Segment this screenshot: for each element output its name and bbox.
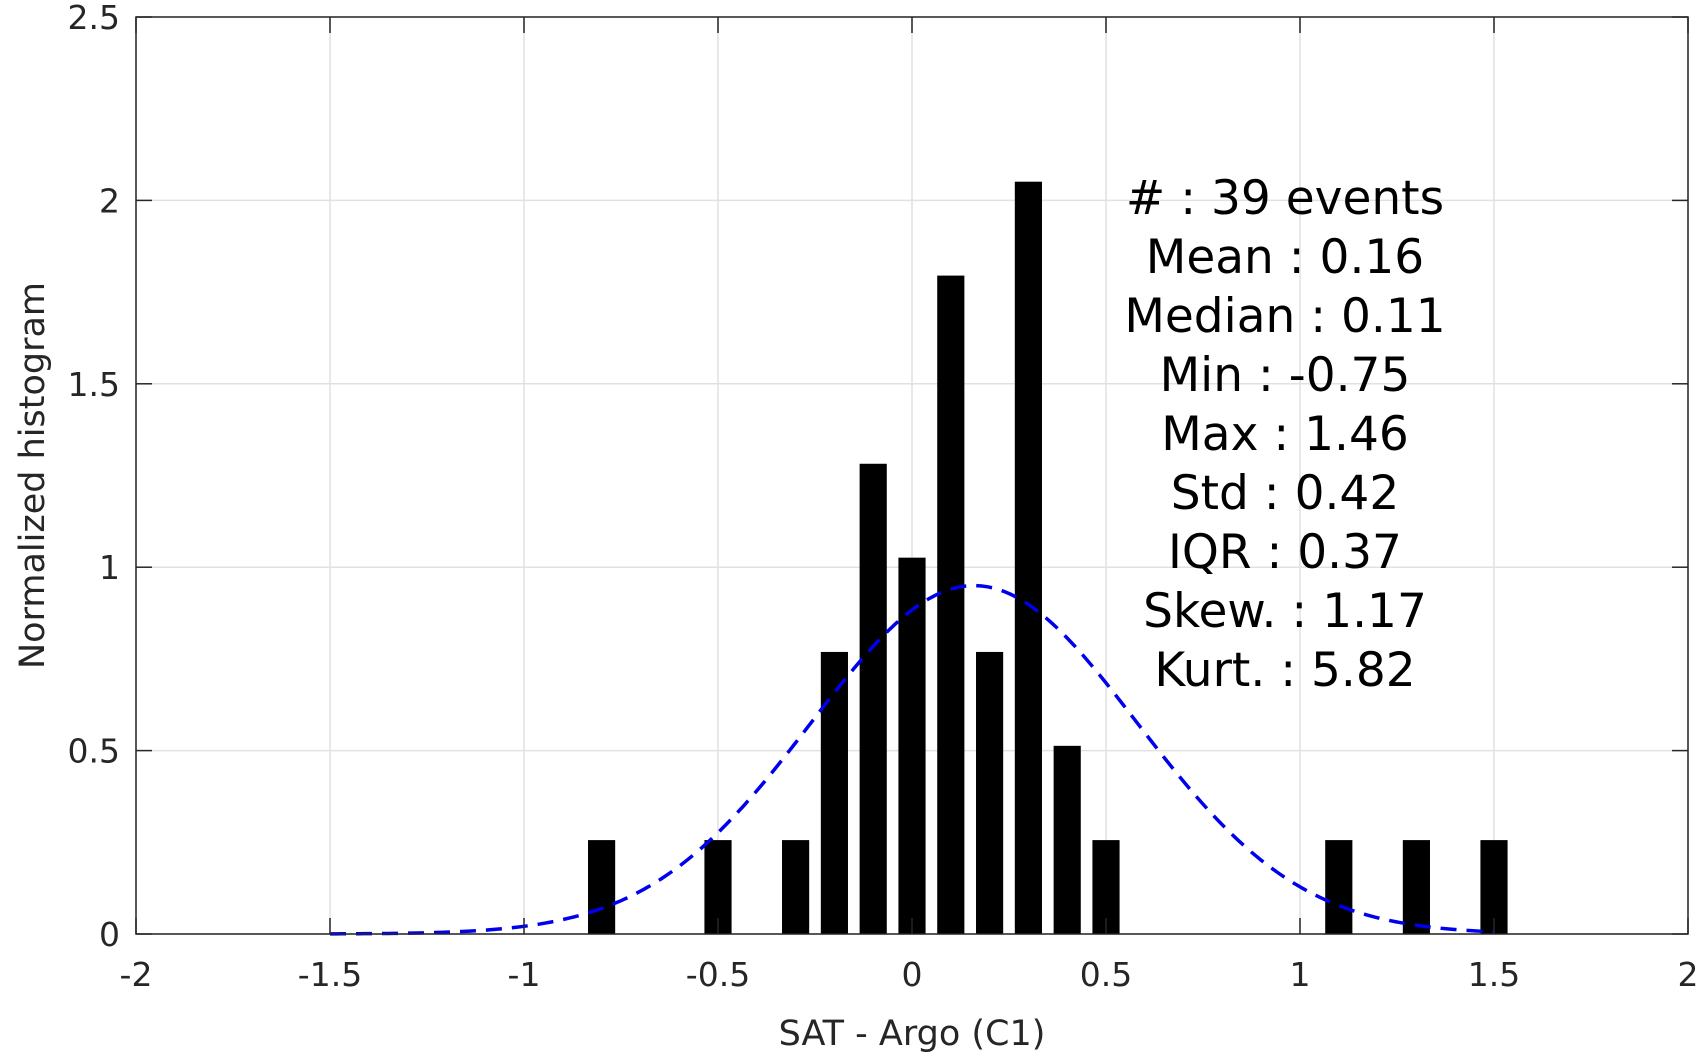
x-tick-label: 0.5: [1080, 955, 1132, 994]
histogram-bars: [588, 181, 1508, 934]
y-tick-label: 1: [99, 548, 120, 587]
stat-median: Median : 0.11: [1124, 289, 1445, 344]
x-tick-label: -0.5: [686, 955, 750, 994]
stat-min: Min : -0.75: [1160, 348, 1411, 403]
stat-iqr: IQR : 0.37: [1168, 525, 1402, 580]
stat-count: # : 39 events: [1126, 171, 1444, 226]
histogram-bar: [1053, 745, 1081, 934]
histogram-bar: [898, 557, 926, 934]
y-tick-label: 0: [99, 915, 120, 954]
y-tick-labels: 0 0.5 1 1.5 2 2.5: [68, 0, 120, 954]
y-tick-label: 2.5: [68, 0, 120, 37]
histogram-bar: [820, 651, 848, 934]
y-tick-label: 0.5: [68, 732, 120, 771]
histogram-bar: [1402, 840, 1430, 934]
x-axis-label: SAT - Argo (C1): [779, 1014, 1046, 1054]
histogram-bar: [937, 275, 965, 934]
x-tick-label: 2: [1678, 955, 1699, 994]
histogram-bar: [1325, 840, 1353, 934]
histogram-bar: [859, 463, 887, 934]
x-tick-labels: -2 -1.5 -1 -0.5 0 0.5 1 1.5 2: [120, 955, 1699, 994]
x-tick-label: 1: [1290, 955, 1311, 994]
x-tick-label: -1.5: [298, 955, 362, 994]
x-tick-label: -2: [120, 955, 153, 994]
statistics-annotation: # : 39 events Mean : 0.16 Median : 0.11 …: [1124, 171, 1445, 698]
histogram-bar: [588, 840, 616, 934]
x-tick-label: -1: [508, 955, 541, 994]
stat-max: Max : 1.46: [1161, 407, 1409, 462]
histogram-bar: [976, 651, 1004, 934]
y-tick-label: 2: [99, 181, 120, 220]
y-axis-label: Normalized histogram: [13, 282, 53, 669]
histogram-bar: [782, 840, 810, 934]
stat-std: Std : 0.42: [1171, 466, 1399, 521]
stat-mean: Mean : 0.16: [1146, 230, 1424, 285]
x-tick-label: 1.5: [1468, 955, 1520, 994]
histogram-bar: [1014, 181, 1042, 934]
x-tick-label: 0: [902, 955, 923, 994]
stat-kurt: Kurt. : 5.82: [1154, 643, 1415, 698]
stat-skew: Skew. : 1.17: [1143, 584, 1427, 639]
y-tick-label: 1.5: [68, 365, 120, 404]
axis-ticks: [135, 16, 1689, 935]
